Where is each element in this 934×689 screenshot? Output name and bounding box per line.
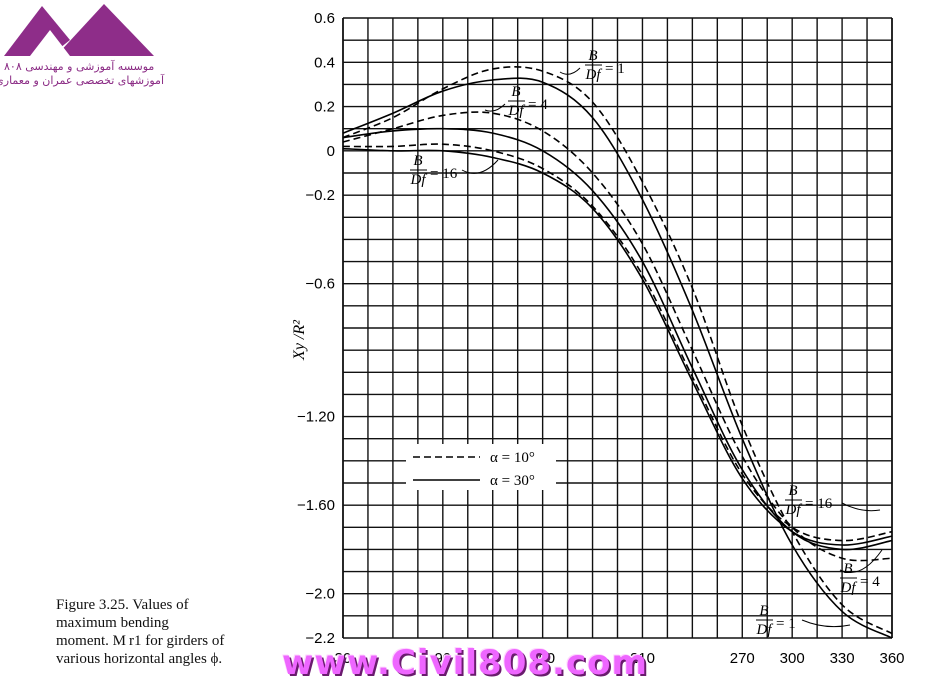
x-tick-label: 150 — [530, 650, 555, 667]
x-tick-label: 270 — [730, 650, 755, 667]
y-axis-label: Xy /R² — [291, 319, 308, 361]
annotation-leader — [839, 549, 883, 573]
logo-text-line1: موسسه آموزشی و مهندسی ۸۰۸ — [4, 60, 155, 73]
annotation-denominator: Df — [756, 622, 774, 638]
annotation-value: = 1 — [605, 61, 625, 77]
annotation-numerator: B — [511, 84, 520, 100]
x-tick-label: 90 — [434, 650, 451, 667]
grid — [342, 17, 893, 639]
annotation-leader — [841, 502, 881, 512]
annotation-numerator: B — [843, 561, 852, 577]
curve-annotation: B Df = 1 — [756, 603, 851, 638]
y-tick-label: −2.0 — [305, 586, 335, 603]
annotation-denominator: Df — [840, 580, 858, 596]
series-group — [342, 66, 893, 639]
caption-line: Figure 3.25. Values of — [56, 597, 189, 613]
annotation-value: = 1 — [776, 616, 796, 632]
x-tick-label: 30 — [335, 650, 352, 667]
x-tick-label: 360 — [879, 650, 904, 667]
curve-annotation: B Df = 16 — [410, 153, 499, 188]
annotation-numerator: B — [588, 48, 597, 64]
annotation-numerator: B — [788, 483, 797, 499]
legend: α = 10° α = 30° — [406, 444, 556, 490]
caption-line: moment. M r1 for girders of — [56, 633, 225, 649]
annotation-leader — [484, 103, 506, 112]
annotation-leader — [559, 67, 581, 75]
y-tick-label: −0.6 — [305, 276, 335, 293]
series-line-3 — [342, 111, 893, 562]
series-line-5 — [342, 143, 893, 542]
annotation-denominator: Df — [410, 172, 428, 188]
legend-label: α = 10° — [490, 450, 535, 466]
legend-label: α = 30° — [490, 473, 535, 489]
series-line-6 — [342, 147, 893, 546]
y-tick-label: −0.2 — [305, 187, 335, 204]
y-tick-label: −2.2 — [305, 630, 335, 647]
institute-logo — [4, 4, 154, 56]
figure-caption: Figure 3.25. Values of maximum bending m… — [56, 596, 286, 668]
site-watermark: www.Civil808.com — [282, 643, 648, 683]
annotation-denominator: Df — [585, 67, 603, 83]
annotation-value: = 16 — [430, 166, 458, 182]
y-tick-label: 0.2 — [314, 99, 335, 116]
annotation-leader — [801, 619, 851, 628]
x-tick-label: 330 — [830, 650, 855, 667]
curve-annotation: B Df = 4 — [839, 549, 883, 596]
curve-annotation: B Df = 1 — [559, 48, 625, 83]
caption-line: maximum bending — [56, 615, 169, 631]
y-tick-label: 0.6 — [314, 10, 335, 27]
annotation-value: = 16 — [805, 496, 833, 512]
y-tick-label: −1.20 — [297, 409, 335, 426]
x-tick-label: 300 — [780, 650, 805, 667]
caption-line: various horizontal angles ϕ. — [56, 651, 223, 667]
annotation-numerator: B — [759, 603, 768, 619]
annotation-denominator: Df — [508, 103, 526, 119]
annotation-leader — [461, 159, 499, 174]
y-tick-label: 0.4 — [314, 54, 335, 71]
y-tick-label: 0 — [327, 143, 335, 160]
annotation-denominator: Df — [785, 502, 803, 518]
curve-annotation: B Df = 4 — [484, 84, 548, 119]
y-tick-label: −1.60 — [297, 497, 335, 514]
x-tick-label: 210 — [630, 650, 655, 667]
logo-text-line2: آموزشهای تخصصی عمران و معماری — [0, 74, 164, 87]
legend-background — [406, 444, 556, 490]
curve-annotation: B Df = 16 — [785, 483, 881, 518]
annotation-value: = 4 — [860, 574, 880, 590]
tick-labels: 0.6 0.4 0.2 0 −0.2 −0.6 −1.20 −1.60 −2.0 −2.230 90… — [297, 10, 904, 667]
annotation-numerator: B — [413, 153, 422, 169]
series-line-2 — [342, 77, 893, 639]
annotation-value: = 4 — [528, 97, 548, 113]
